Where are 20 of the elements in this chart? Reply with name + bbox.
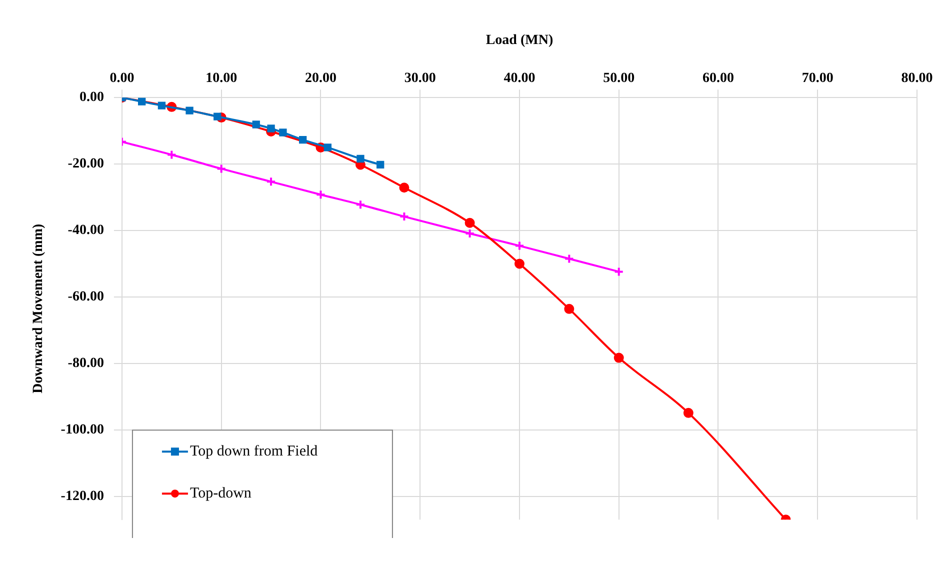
y-tick-label: -60.00 (68, 290, 104, 305)
legend-label: Top-down (190, 486, 252, 502)
y-tick-label: -40.00 (68, 223, 104, 238)
y-tick-label: -20.00 (68, 156, 104, 172)
y-tick-label: -100.00 (60, 422, 104, 438)
y-tick-label: -120.00 (60, 488, 104, 504)
x-axis-title: Load (MN) (486, 33, 554, 48)
y-tick-label: -80.00 (68, 356, 104, 372)
x-tick-label: 0.00 (110, 70, 134, 86)
x-tick-label: 40.00 (504, 70, 536, 86)
x-tick-label: 30.00 (404, 70, 436, 86)
x-tick-label: 10.00 (206, 70, 238, 86)
x-tick-label: 80.00 (901, 70, 933, 86)
x-tick-label: 50.00 (603, 70, 635, 86)
x-tick-label: 60.00 (702, 70, 734, 86)
x-tick-label: 20.00 (304, 70, 336, 86)
x-tick-label: 70.00 (802, 70, 834, 86)
y-tick-label: 0.00 (79, 90, 104, 106)
legend-label: Top down from Field (190, 444, 318, 460)
y-axis-title: Downward Movement (mm) (31, 224, 46, 394)
